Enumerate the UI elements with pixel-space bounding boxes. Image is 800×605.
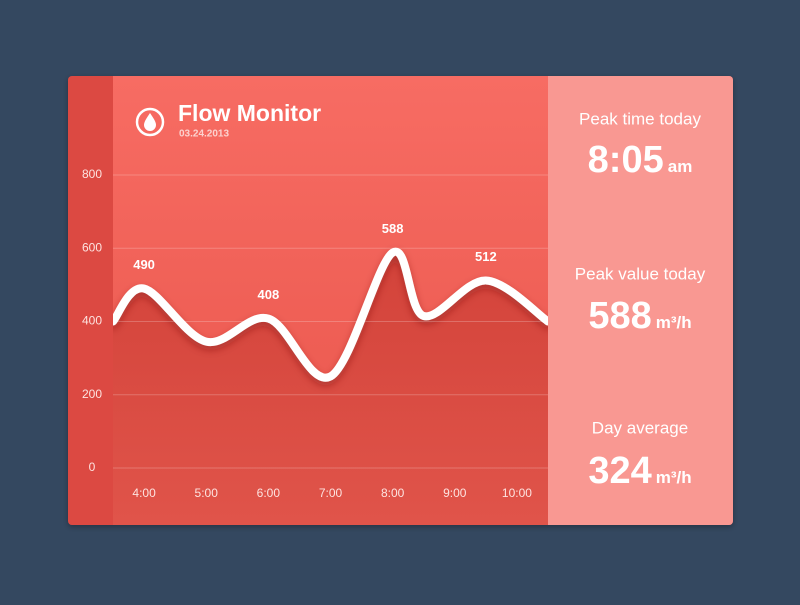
side-panel bbox=[548, 76, 733, 525]
icon-ring bbox=[135, 107, 165, 137]
value-label: 588 bbox=[382, 221, 404, 236]
x-tick-label: 10:00 bbox=[502, 486, 532, 500]
stat-value: 8:05 bbox=[588, 139, 664, 181]
stat-label: Peak time today bbox=[579, 109, 701, 128]
stat: 588 m³/h bbox=[588, 295, 691, 337]
stat-value: 324 bbox=[588, 450, 651, 492]
stat: 8:05 am bbox=[588, 139, 693, 181]
x-tick-label: 8:00 bbox=[381, 486, 405, 500]
line bbox=[113, 247, 548, 382]
stat-unit: m³/h bbox=[656, 313, 692, 332]
y-tick-label: 600 bbox=[82, 240, 102, 254]
y-tick-label: 200 bbox=[82, 387, 102, 401]
stat-label: Peak value today bbox=[575, 264, 706, 283]
x-tick-label: 7:00 bbox=[319, 486, 343, 500]
x-tick-label: 4:00 bbox=[132, 486, 156, 500]
stat-unit: am bbox=[668, 157, 693, 176]
stat: 324 m³/h bbox=[588, 450, 691, 492]
chart-date: 03.24.2013 bbox=[179, 129, 229, 140]
y-tick-label: 800 bbox=[82, 167, 102, 181]
x-tick-label: 6:00 bbox=[257, 486, 281, 500]
x-tick-label: 9:00 bbox=[443, 486, 467, 500]
stat-unit: m³/h bbox=[656, 468, 692, 487]
stat-label: Day average bbox=[592, 418, 688, 437]
value-label: 512 bbox=[475, 249, 497, 264]
y-tick-label: 400 bbox=[82, 314, 102, 328]
x-tick-label: 5:00 bbox=[195, 486, 219, 500]
stat-value: 588 bbox=[588, 295, 651, 337]
plot bbox=[113, 247, 548, 525]
value-label: 490 bbox=[133, 257, 155, 272]
chart-title: Flow Monitor bbox=[178, 100, 321, 126]
area bbox=[113, 251, 548, 525]
drop-icon bbox=[144, 113, 156, 131]
y-tick-label: 0 bbox=[89, 460, 96, 474]
value-label: 408 bbox=[258, 287, 280, 302]
